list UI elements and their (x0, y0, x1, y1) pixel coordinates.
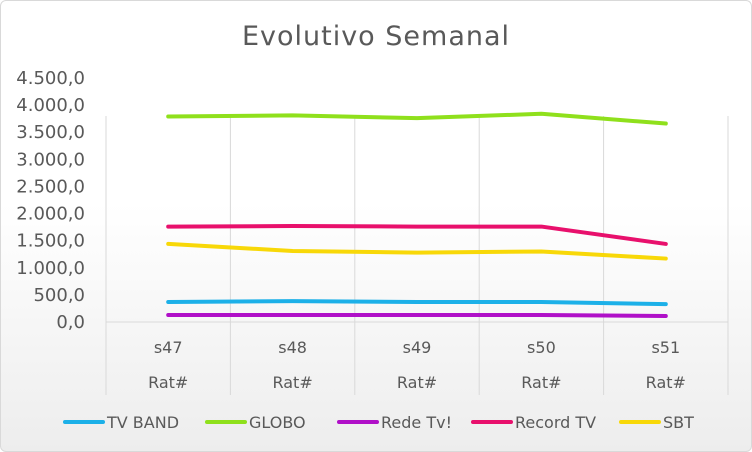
y-tick-label: 1.000,0 (16, 258, 85, 279)
series-line-globo (166, 111, 668, 126)
series-line-rede-tv (166, 312, 668, 319)
x-group-label: Rat# (646, 373, 686, 392)
y-tick-label: 1.500,0 (16, 231, 85, 252)
x-group-label: Rat# (272, 373, 312, 392)
x-group-label: Rat# (397, 373, 437, 392)
y-tick-label: 4.000,0 (16, 95, 85, 116)
legend-label: Record TV (515, 413, 596, 432)
x-group-label: Rat# (521, 373, 561, 392)
legend-label: Rede Tv! (381, 413, 452, 432)
y-tick-label: 500,0 (33, 285, 85, 306)
legend-label: SBT (663, 413, 694, 432)
x-tick-label: s49 (403, 338, 432, 357)
x-tick-label: s51 (651, 338, 680, 357)
y-tick-label: 2.500,0 (16, 176, 85, 197)
series-lines (166, 111, 668, 319)
x-tick-label: s47 (154, 338, 183, 357)
y-tick-label: 0,0 (56, 312, 85, 333)
axes: 0,0 500,0 1.000,0 1.500,0 2.000,0 2.500,0 3.00… (16, 68, 728, 392)
legend-label: TV BAND (106, 413, 179, 432)
legend-label: GLOBO (249, 413, 306, 432)
y-tick-label: 4.500,0 (16, 68, 85, 89)
y-tick-label: 3.000,0 (16, 149, 85, 170)
y-tick-label: 2.000,0 (16, 204, 85, 225)
x-tick-label: s48 (278, 338, 307, 357)
x-tick-label: s50 (527, 338, 556, 357)
y-tick-label: 3.500,0 (16, 122, 85, 143)
chart-title: Evolutivo Semanal (242, 21, 510, 52)
series-line-sbt (166, 241, 668, 261)
series-line-tv-band (166, 299, 668, 307)
legend: TV BAND GLOBO Rede Tv! Record TV SBT (63, 413, 694, 432)
x-group-label: Rat# (148, 373, 188, 392)
series-line-record-tv (166, 224, 668, 246)
